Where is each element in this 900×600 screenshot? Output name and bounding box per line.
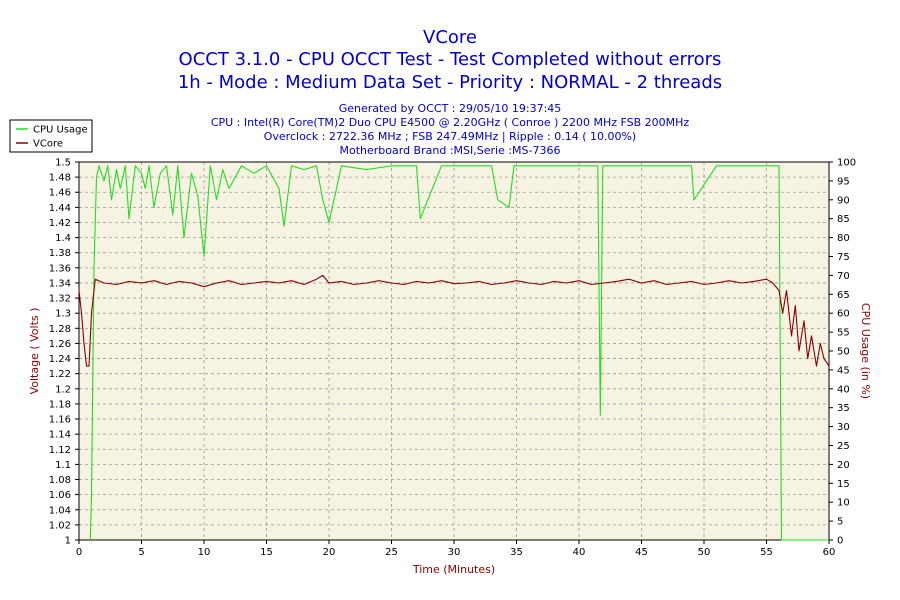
series-line-vcore [78,274,830,367]
y-left-tick-label: 1.16 [49,415,71,426]
y-left-tick-label: 1.48 [49,173,71,184]
y-left-tick-label: 1.34 [49,278,71,289]
y-right-tick-label: 85 [837,214,850,225]
chart-subtitle-1: OCCT 3.1.0 - CPU OCCT Test - Test Comple… [178,49,722,70]
y-left-tick-label: 1.06 [49,490,71,501]
info-overclock: Overclock : 2722.36 MHz ; FSB 247.49MHz … [263,130,637,143]
y-left-tick-label: 1.22 [49,369,71,380]
y-right-tick-label: 60 [837,309,850,320]
series-line-cpu-usage [89,165,829,541]
y-right-tick-label: 40 [837,384,850,395]
y-left-tick-label: 1.18 [49,399,71,410]
y-left-tick-label: 1.42 [49,218,71,229]
y-right-tick-label: 55 [837,328,850,339]
y-right-tick-label: 5 [837,517,843,528]
y-right-tick-label: 95 [837,176,850,187]
info-generated: Generated by OCCT : 29/05/10 19:37:45 [338,102,562,115]
y-right-tick-label: 70 [837,271,850,282]
y-right-tick-label: 35 [837,403,850,414]
y-right-tick-label: 65 [837,290,850,301]
y-left-tick-label: 1.36 [49,263,71,274]
legend-box [9,119,93,153]
x-axis-title: Time (Minutes) [412,563,495,576]
info-motherboard: Motherboard Brand :MSI,Serie :MS-7366 [339,144,561,157]
y-right-tick-label: 90 [837,195,850,206]
y-left-tick-label: 1.38 [49,248,71,259]
y-right-axis-title: CPU Usage (in %) [859,303,872,399]
y-left-tick-label: 1.5 [55,158,71,169]
x-tick-label: 5 [138,547,144,558]
y-left-axis-title: Voltage ( Volts ) [28,308,41,395]
chart-subtitle-2: 1h - Mode : Medium Data Set - Priority :… [177,72,723,93]
y-left-tick-label: 1 [65,536,71,547]
x-tick-label: 0 [76,547,82,558]
x-tick-label: 35 [510,547,523,558]
x-tick-label: 30 [448,547,461,558]
y-right-tick-label: 20 [837,460,850,471]
y-left-tick-label: 1.04 [49,505,71,516]
chart-title: VCore [423,27,477,48]
y-left-tick-label: 1.26 [49,339,71,350]
legend-label-vcore: VCore [33,139,63,150]
x-tick-label: 40 [573,547,586,558]
x-tick-label: 50 [698,547,711,558]
y-left-tick-label: 1.1 [55,460,71,471]
info-cpu: CPU : Intel(R) Core(TM)2 Duo CPU E4500 @… [210,116,690,129]
y-left-tick-label: 1.28 [49,324,71,335]
x-tick-label: 25 [385,547,398,558]
y-right-tick-label: 0 [837,536,843,547]
y-left-tick-label: 1.2 [55,384,71,395]
y-right-tick-label: 100 [837,158,856,169]
y-right-tick-label: 75 [837,252,850,263]
x-tick-label: 55 [760,547,773,558]
y-left-tick-label: 1.46 [49,188,71,199]
y-left-tick-label: 1.14 [49,430,71,441]
y-right-tick-label: 80 [837,233,850,244]
x-tick-label: 60 [823,547,836,558]
y-left-tick-label: 1.3 [55,309,71,320]
x-tick-label: 10 [198,547,211,558]
y-left-tick-label: 1.32 [49,294,71,305]
y-left-tick-label: 1.44 [49,203,71,214]
y-left-tick-label: 1.08 [49,475,71,486]
x-tick-label: 20 [323,547,336,558]
y-right-tick-label: 30 [837,422,850,433]
y-right-tick-label: 25 [837,441,850,452]
legend-label-cpu-usage: CPU Usage [33,125,88,136]
y-left-tick-label: 1.4 [55,233,71,244]
x-tick-label: 15 [260,547,273,558]
y-right-tick-label: 10 [837,498,850,509]
x-tick-label: 45 [635,547,648,558]
y-right-tick-label: 15 [837,479,850,490]
y-right-tick-label: 50 [837,347,850,358]
y-left-tick-label: 1.02 [49,520,71,531]
y-left-tick-label: 1.24 [49,354,71,365]
y-left-tick-label: 1.12 [49,445,71,456]
y-right-tick-label: 45 [837,365,850,376]
